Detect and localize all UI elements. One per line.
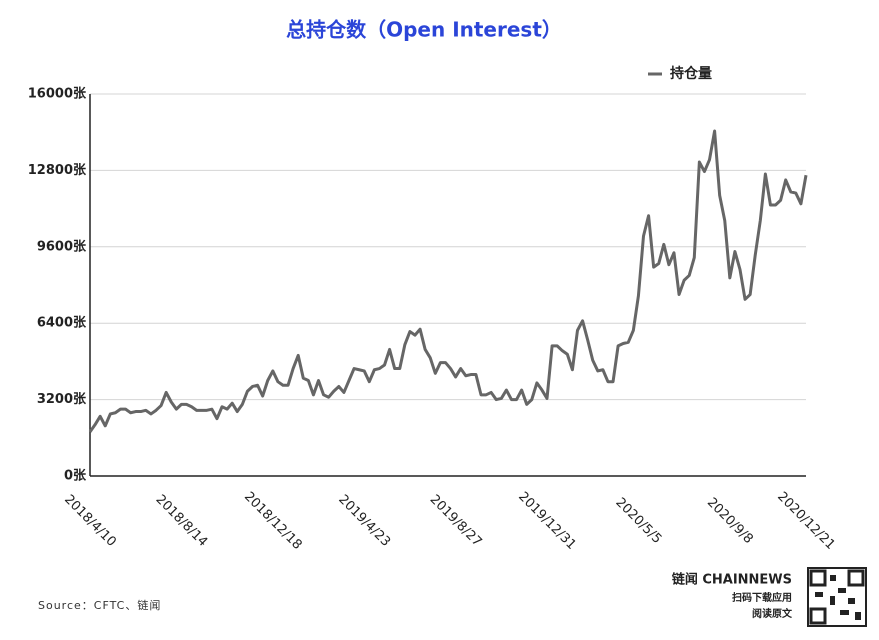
- x-tick-label: 2020/12/21: [774, 489, 838, 553]
- x-tick-label: 2019/12/31: [515, 489, 579, 553]
- y-tick-label: 12800张: [28, 163, 87, 178]
- brand-line: 阅读原文: [752, 607, 793, 620]
- x-tick-label: 2019/4/23: [335, 492, 393, 550]
- y-tick-label: 3200张: [37, 392, 87, 407]
- x-tick-label: 2019/8/27: [427, 492, 485, 550]
- y-tick-label: 9600张: [37, 239, 87, 254]
- data-line: [88, 129, 808, 433]
- x-tick-label: 2018/8/14: [153, 492, 211, 550]
- y-tick-label: 6400张: [37, 316, 87, 331]
- brand-line: 扫码下载应用: [732, 591, 792, 604]
- qr-code: [807, 567, 867, 627]
- brand-name: 链闻 CHAINNEWS: [671, 572, 792, 588]
- y-tick-label: 0张: [64, 469, 87, 484]
- source-note: Source：CFTC、链闻: [38, 598, 161, 612]
- x-tick-label: 2018/4/10: [61, 492, 119, 550]
- x-tick-label: 2020/5/5: [612, 495, 664, 547]
- chart-title: 总持仓数（Open Interest）: [286, 18, 562, 42]
- x-tick-label: 2018/12/18: [241, 489, 305, 553]
- legend-label: 持仓量: [670, 65, 712, 82]
- y-tick-label: 16000张: [28, 87, 87, 102]
- x-tick-label: 2020/9/8: [704, 495, 756, 547]
